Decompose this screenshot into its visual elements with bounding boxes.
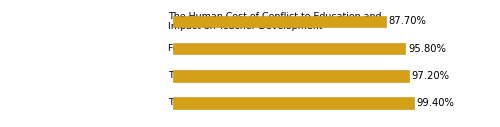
Text: 95.80%: 95.80% <box>408 44 446 54</box>
Bar <box>172 70 409 82</box>
Bar <box>172 16 386 27</box>
Text: 87.70%: 87.70% <box>388 17 426 26</box>
Bar <box>172 43 406 54</box>
Text: 99.40%: 99.40% <box>416 98 455 108</box>
Bar <box>172 97 414 109</box>
Text: 97.20%: 97.20% <box>412 71 450 81</box>
